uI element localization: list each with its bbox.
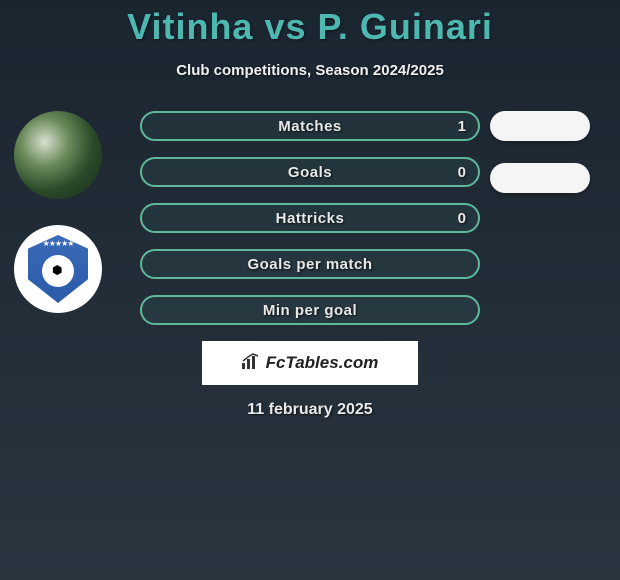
stat-value: 0: [458, 164, 466, 181]
club-badge: ★★★★★: [28, 235, 88, 303]
comparison-date: 11 february 2025: [0, 401, 620, 419]
comparison-subtitle: Club competitions, Season 2024/2025: [0, 62, 620, 79]
stat-label: Matches: [278, 118, 342, 135]
stat-row-goals: Goals 0: [140, 157, 480, 187]
stat-value: 0: [458, 210, 466, 227]
stat-row-goals-per-match: Goals per match: [140, 249, 480, 279]
comparison-title: Vitinha vs P. Guinari: [0, 0, 620, 48]
source-logo: FcTables.com: [202, 341, 418, 385]
stat-label: Min per goal: [263, 302, 357, 319]
stat-pill-matches: [490, 111, 590, 141]
player2-avatar: ★★★★★: [14, 225, 102, 313]
comparison-content: ★★★★★ Matches 1 Goals 0 Hattricks 0: [0, 111, 620, 325]
stat-value: 1: [458, 118, 466, 135]
player1-avatar: [14, 111, 102, 199]
stat-pill-goals: [490, 163, 590, 193]
stat-label: Goals: [288, 164, 332, 181]
logo-text: FcTables.com: [266, 353, 379, 373]
stat-row-min-per-goal: Min per goal: [140, 295, 480, 325]
stat-label: Hattricks: [276, 210, 345, 227]
stat-label: Goals per match: [247, 256, 372, 273]
stat-row-hattricks: Hattricks 0: [140, 203, 480, 233]
chart-icon: [242, 353, 262, 374]
stat-bars: Matches 1 Goals 0 Hattricks 0 Goals per …: [140, 111, 480, 325]
stat-row-matches: Matches 1: [140, 111, 480, 141]
